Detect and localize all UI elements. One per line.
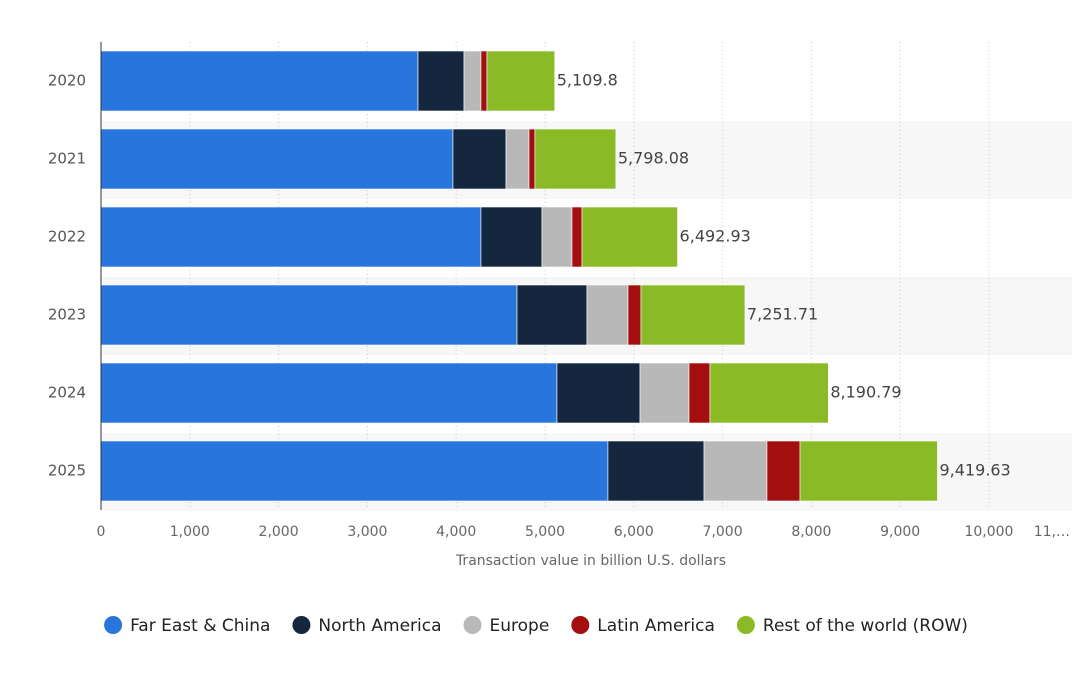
bar-segment bbox=[417, 50, 465, 112]
bar-segment bbox=[100, 440, 609, 502]
bar-segment bbox=[486, 50, 556, 112]
total-label: 8,190.79 bbox=[830, 383, 901, 402]
x-tick-label: 2,000 bbox=[259, 524, 299, 540]
total-label: 5,798.08 bbox=[618, 149, 689, 168]
bar-segment bbox=[581, 206, 678, 268]
x-tick-label: 10,000 bbox=[964, 524, 1013, 540]
total-label: 7,251.71 bbox=[747, 305, 818, 324]
bar-segment bbox=[627, 284, 642, 346]
bar-segment bbox=[541, 206, 573, 268]
y-tick-label: 2021 bbox=[48, 150, 86, 168]
legend-marker bbox=[571, 616, 590, 634]
bar-segment bbox=[766, 440, 801, 502]
legend-label: Rest of the world (ROW) bbox=[763, 616, 968, 636]
bar-segment bbox=[100, 206, 482, 268]
bar-segment bbox=[100, 50, 419, 112]
x-tick-label: 11,… bbox=[1034, 524, 1070, 540]
legend-marker bbox=[736, 616, 755, 634]
bar-segment bbox=[516, 284, 588, 346]
x-axis-title: Transaction value in billion U.S. dollar… bbox=[455, 553, 726, 569]
bar-segment bbox=[639, 362, 690, 424]
x-tick-label: 9,000 bbox=[880, 524, 920, 540]
bar-segment bbox=[100, 128, 454, 190]
x-tick-label: 6,000 bbox=[614, 524, 654, 540]
bar-segment bbox=[586, 284, 629, 346]
x-tick-label: 7,000 bbox=[703, 524, 743, 540]
x-tick-label: 8,000 bbox=[791, 524, 831, 540]
bar-segment bbox=[703, 440, 768, 502]
legend-marker bbox=[463, 616, 482, 634]
x-tick-label: 5,000 bbox=[525, 524, 565, 540]
bar-segment bbox=[556, 362, 641, 424]
y-tick-label: 2022 bbox=[48, 228, 86, 246]
bar-segment bbox=[463, 50, 482, 112]
bar-segment bbox=[480, 206, 543, 268]
y-tick-label: 2025 bbox=[48, 462, 86, 480]
legend: Far East & China North America Europe Latin… bbox=[104, 616, 968, 636]
legend-label: Latin America bbox=[597, 616, 715, 636]
x-tick-label: 0 bbox=[97, 524, 106, 540]
bar-segment bbox=[571, 206, 583, 268]
bar-segment bbox=[688, 362, 711, 424]
x-tick-label: 1,000 bbox=[170, 524, 210, 540]
y-tick-label: 2024 bbox=[48, 384, 86, 402]
x-tick-label: 3,000 bbox=[347, 524, 387, 540]
y-tick-label: 2023 bbox=[48, 306, 86, 324]
bar-segment bbox=[799, 440, 938, 502]
bar-segment bbox=[528, 128, 536, 190]
bar-segment bbox=[505, 128, 530, 190]
y-tick-label: 2020 bbox=[48, 72, 86, 90]
bar-segment bbox=[480, 50, 488, 112]
bar-segment bbox=[100, 284, 518, 346]
legend-marker bbox=[104, 616, 123, 634]
bar-segment bbox=[607, 440, 705, 502]
bar-segment bbox=[534, 128, 617, 190]
total-label: 6,492.93 bbox=[680, 227, 751, 246]
bar-segment bbox=[640, 284, 746, 346]
total-label: 5,109.8 bbox=[557, 71, 618, 90]
bar-segment bbox=[100, 362, 558, 424]
legend-label: Far East & China bbox=[130, 616, 270, 636]
total-label: 9,419.63 bbox=[939, 461, 1010, 480]
bar-segment bbox=[452, 128, 507, 190]
bar-segment bbox=[709, 362, 829, 424]
legend-marker bbox=[292, 616, 311, 634]
legend-label: North America bbox=[318, 616, 441, 636]
x-tick-label: 4,000 bbox=[436, 524, 476, 540]
legend-label: Europe bbox=[490, 616, 550, 636]
